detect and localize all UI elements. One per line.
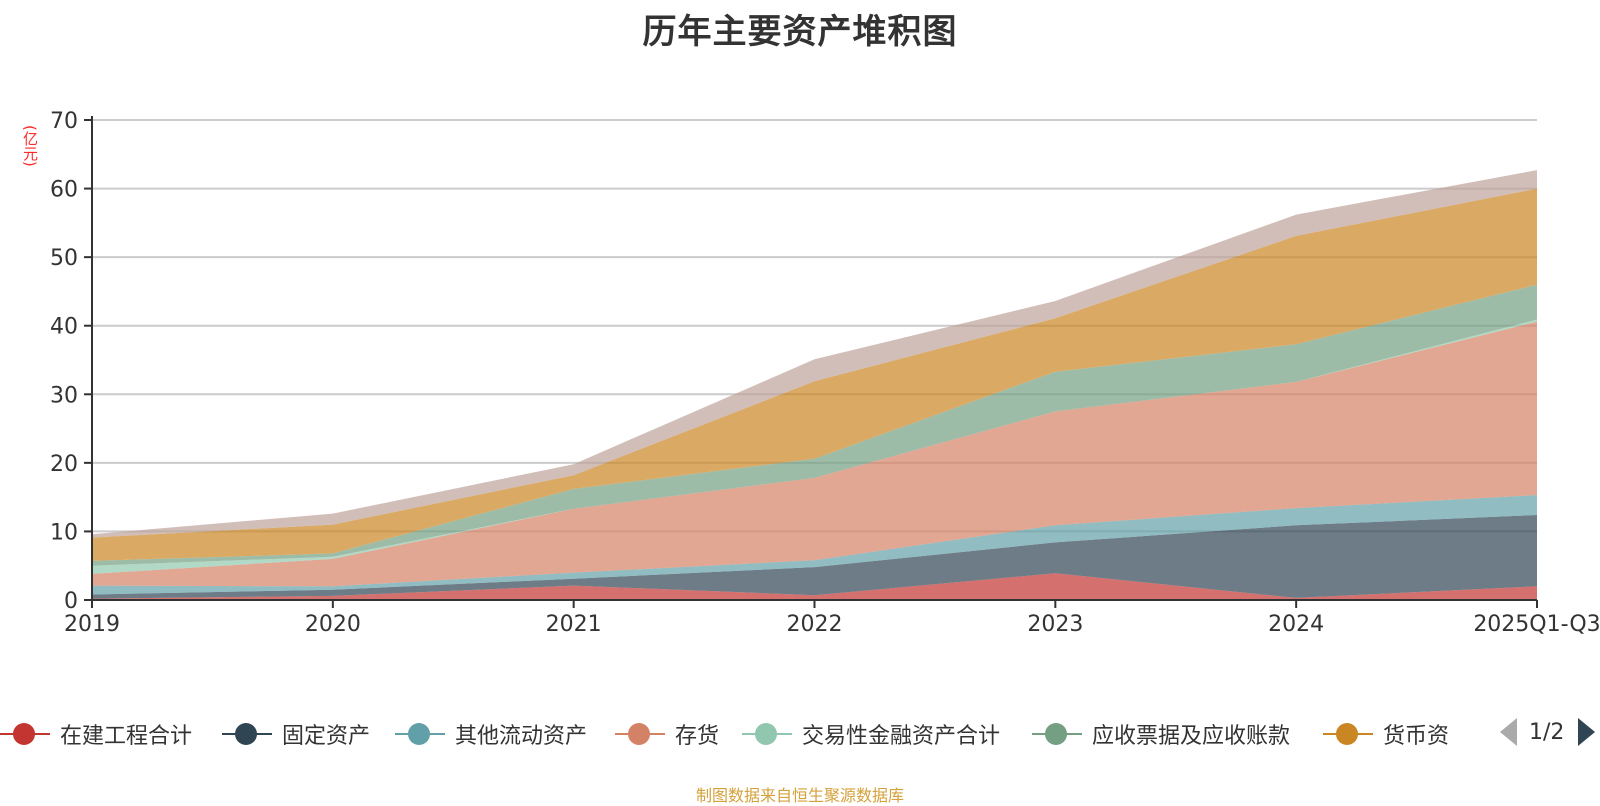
legend-item-receivables[interactable]: 应收票据及应收账款 bbox=[1032, 716, 1290, 752]
area-series-0 bbox=[92, 573, 1537, 600]
chart-title: 历年主要资产堆积图 bbox=[642, 12, 958, 52]
legend-label: 在建工程合计 bbox=[60, 724, 193, 749]
area-series-1 bbox=[92, 515, 1537, 599]
legend-marker-icon bbox=[235, 723, 257, 745]
legend-marker-icon bbox=[1045, 723, 1067, 745]
y-tick-label: 0 bbox=[64, 589, 78, 614]
area-series-2 bbox=[92, 495, 1537, 595]
y-tick-label: 40 bbox=[50, 315, 78, 340]
x-tick-label: 2024 bbox=[1268, 612, 1324, 637]
x-tick-label: 2025Q1-Q3 bbox=[1473, 612, 1600, 637]
legend-marker-icon bbox=[755, 723, 777, 745]
legend-next-page-icon[interactable] bbox=[1578, 718, 1596, 746]
x-tick-label: 2019 bbox=[64, 612, 120, 637]
legend-item-cash[interactable]: 货币资 bbox=[1323, 716, 1449, 752]
x-tick-label: 2022 bbox=[787, 612, 843, 637]
legend-page-indicator: 1/2 bbox=[1529, 719, 1565, 745]
legend-marker-icon bbox=[628, 723, 650, 745]
legend-item-trading-financial-assets[interactable]: 交易性金融资产合计 bbox=[742, 716, 1000, 752]
legend: 在建工程合计 固定资产 其他流动资产 存货 交易性金融资产合计 应收票据及应收账… bbox=[0, 716, 1600, 752]
legend-item-other-current-assets[interactable]: 其他流动资产 bbox=[395, 716, 587, 752]
area-series-6 bbox=[92, 188, 1537, 561]
x-tick-label: 2023 bbox=[1027, 612, 1083, 637]
y-tick-label: 10 bbox=[50, 520, 78, 545]
legend-label: 货币资 bbox=[1383, 724, 1450, 749]
y-tick-label: 60 bbox=[50, 178, 78, 203]
area-series-7 bbox=[92, 170, 1537, 538]
legend-marker-icon bbox=[1336, 723, 1358, 745]
stacked-areas bbox=[92, 170, 1537, 600]
legend-item-inventory[interactable]: 存货 bbox=[615, 716, 719, 752]
y-tick-label: 50 bbox=[50, 246, 78, 271]
area-series-3 bbox=[92, 321, 1537, 587]
legend-item-construction[interactable]: 在建工程合计 bbox=[0, 716, 192, 752]
data-source-note: 制图数据来自恒生聚源数据库 bbox=[695, 786, 904, 805]
y-tick-label: 20 bbox=[50, 452, 78, 477]
legend-marker-icon bbox=[408, 723, 430, 745]
y-tick-label: 30 bbox=[50, 383, 78, 408]
legend-marker-icon bbox=[13, 723, 35, 745]
legend-label: 应收票据及应收账款 bbox=[1092, 724, 1291, 749]
y-axis-unit-label: (亿元) bbox=[21, 125, 39, 167]
legend-prev-page-icon[interactable] bbox=[1500, 718, 1517, 746]
axes: 0 10 20 30 40 50 60 70 2019 2020 2021 2022 2023 2024 2… bbox=[50, 109, 1600, 637]
legend-label: 交易性金融资产合计 bbox=[802, 724, 1001, 749]
x-tick-label: 2021 bbox=[546, 612, 602, 637]
area-chart: 0 10 20 30 40 50 60 70 2019 2020 2021 2022 2023 2024 2… bbox=[50, 109, 1600, 637]
legend-item-fixed-assets[interactable]: 固定资产 bbox=[222, 716, 370, 752]
legend-pager: 1/2 bbox=[1500, 718, 1596, 746]
x-tick-label: 2020 bbox=[305, 612, 361, 637]
legend-label: 其他流动资产 bbox=[455, 724, 588, 749]
legend-label: 固定资产 bbox=[282, 724, 371, 749]
legend-label: 存货 bbox=[675, 724, 720, 749]
y-tick-label: 70 bbox=[50, 109, 78, 134]
